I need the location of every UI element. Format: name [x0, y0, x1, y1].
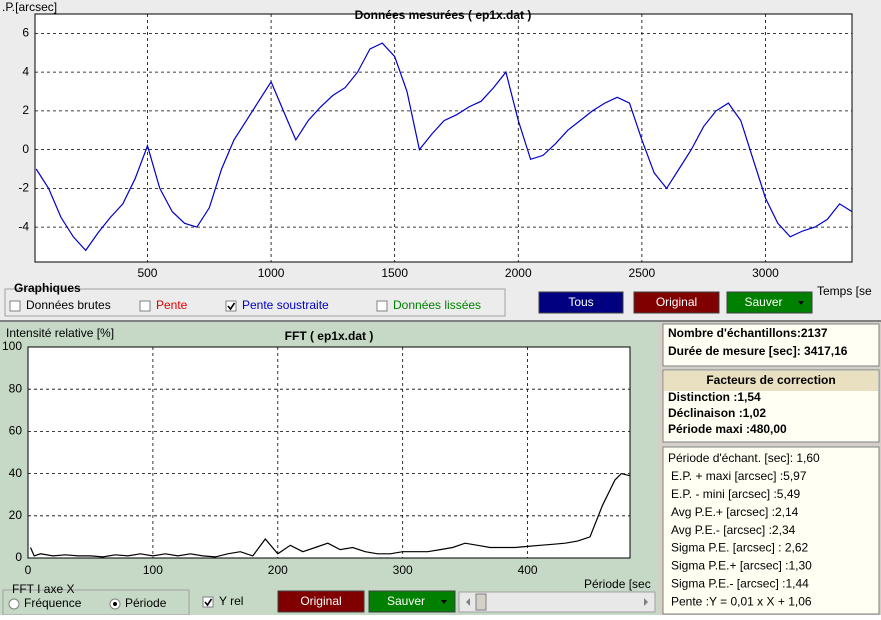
x-axis-label: Temps [se: [817, 284, 872, 298]
dropdown-arrow: [441, 600, 447, 604]
y-tick-label: 0: [22, 142, 29, 156]
y-tick-label: 4: [22, 64, 29, 78]
stat-text: Avg P.E.- [arcsec] :2,34: [671, 523, 796, 537]
checkbox[interactable]: [9, 300, 21, 312]
x-tick-label: 0: [25, 563, 32, 577]
y-tick-label: -4: [18, 219, 29, 233]
radio-label: Fréquence: [24, 596, 82, 610]
x-tick-label: 100: [143, 563, 163, 577]
stat-text: E.P. - mini [arcsec] :5,49: [671, 487, 800, 501]
chart-title: FFT ( ep1x.dat ): [285, 329, 374, 343]
x-axis-label: Période [sec: [584, 577, 651, 591]
checkbox-label: Données brutes: [26, 298, 111, 312]
button-label: Tous: [568, 295, 593, 309]
checkbox-label: Pente soustraite: [242, 298, 329, 312]
x-tick-label: 1500: [381, 266, 408, 280]
x-tick-label: 2500: [629, 266, 656, 280]
y-tick-label: 20: [9, 508, 23, 522]
y-tick-label: 80: [9, 381, 23, 395]
y-axis-label: .P.[arcsec]: [2, 0, 57, 14]
checkbox-label: Y rel: [219, 594, 243, 608]
stats-box: [662, 323, 880, 367]
scrollbar[interactable]: [458, 591, 656, 613]
data-line: [35, 42, 853, 252]
radio[interactable]: [8, 598, 20, 610]
group-label: FFT I axe X: [12, 582, 74, 596]
divider: [0, 320, 881, 322]
y-tick-label: 60: [9, 424, 23, 438]
x-tick-label: 500: [137, 266, 157, 280]
button[interactable]: [368, 590, 456, 613]
x-tick-label: 1000: [258, 266, 285, 280]
checkbox[interactable]: [225, 300, 237, 312]
y-tick-label: 0: [15, 550, 22, 564]
fft-plot: [27, 346, 631, 559]
stats-box: [662, 446, 880, 615]
y-tick-label: 2: [22, 103, 29, 117]
checkbox-label: Pente: [156, 298, 188, 312]
x-tick-label: 3000: [752, 266, 779, 280]
x-tick-label: 300: [393, 563, 413, 577]
button-label: Sauver: [744, 295, 782, 309]
radio-dot: [113, 602, 117, 606]
stat-text: Facteurs de correction: [706, 373, 835, 387]
button-label: Original: [300, 594, 341, 608]
stats-header: [664, 371, 878, 391]
button[interactable]: [277, 590, 365, 613]
radio-label: Période: [125, 596, 167, 610]
checkbox[interactable]: [139, 300, 151, 312]
stat-text: Période d'échant. [sec]: 1,60: [668, 451, 820, 465]
checkbox-label: Données lissées: [393, 298, 481, 312]
stat-text: Sigma P.E.+ [arcsec] :1,30: [671, 559, 812, 573]
group-label: Graphiques: [14, 281, 81, 295]
stat-text: Période maxi :480,00: [668, 422, 787, 436]
stat-text: Distinction :1,54: [668, 390, 761, 404]
check-mark: [204, 598, 213, 607]
x-tick-label: 2000: [505, 266, 532, 280]
button[interactable]: [633, 291, 720, 314]
y-axis-label: Intensité relative [%]: [6, 326, 114, 340]
y-tick-label: -2: [18, 181, 29, 195]
y-tick-label: 40: [9, 466, 23, 480]
button[interactable]: [538, 291, 624, 314]
button-label: Original: [656, 295, 697, 309]
chart-title: Données mesurées ( ep1x.dat ): [355, 8, 532, 22]
stat-text: Pente :Y = 0,01 x X + 1,06: [671, 594, 812, 608]
check-mark: [227, 302, 236, 311]
button-label: Sauver: [387, 594, 425, 608]
stat-text: Avg P.E.+ [arcsec] :2,14: [671, 505, 799, 519]
x-tick-label: 200: [268, 563, 288, 577]
stat-text: Nombre d'échantillons:2137: [668, 326, 828, 340]
stat-text: E.P. + maxi [arcsec] :5,97: [671, 469, 807, 483]
stat-text: Sigma P.E. [arcsec] : 2,62: [671, 541, 809, 555]
checkbox[interactable]: [202, 596, 214, 608]
checkbox[interactable]: [376, 300, 388, 312]
button[interactable]: [726, 291, 813, 314]
y-tick-label: 100: [2, 339, 22, 353]
data-line: [29, 472, 631, 558]
x-tick-label: 400: [518, 563, 538, 577]
stat-text: Déclinaison :1,02: [668, 406, 766, 420]
group-box: [4, 288, 506, 317]
top-plot: [34, 13, 853, 263]
y-tick-label: 6: [22, 26, 29, 40]
stat-text: Sigma P.E.- [arcsec] :1,44: [671, 576, 809, 590]
stat-text: Durée de mesure [sec]: 3417,16: [668, 344, 848, 358]
dropdown-arrow: [798, 301, 804, 305]
scroll-thumb[interactable]: [475, 593, 487, 611]
